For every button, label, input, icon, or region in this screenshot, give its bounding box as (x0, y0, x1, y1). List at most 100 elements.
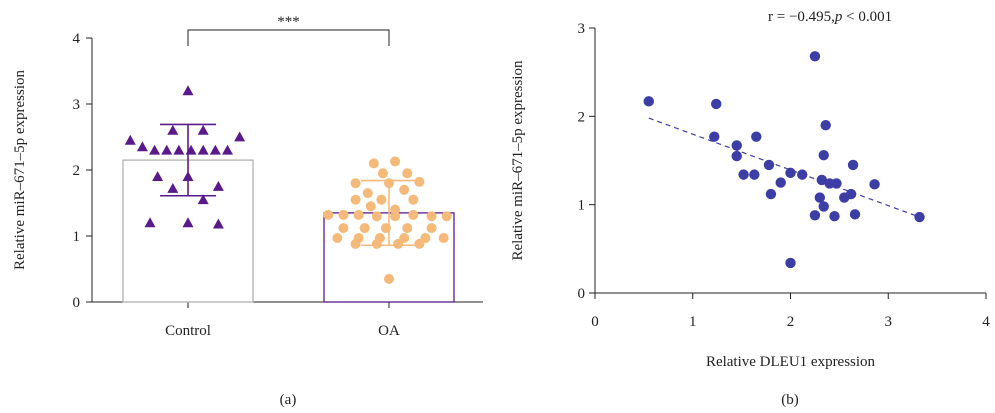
correlation-p-value: < 0.001 (842, 9, 892, 25)
data-point (643, 96, 654, 107)
y-tick-label: 4 (73, 31, 81, 47)
data-point (775, 177, 786, 188)
data-point (765, 188, 777, 200)
data-point (797, 169, 808, 180)
data-point (182, 85, 194, 96)
data-point (185, 144, 197, 155)
data-point (731, 150, 742, 162)
data-point (173, 144, 185, 155)
x-tick-label: 0 (591, 314, 599, 330)
panel-label-a: (a) (280, 392, 297, 408)
data-point (136, 141, 148, 152)
data-point (426, 211, 437, 222)
data-point (869, 179, 880, 190)
x-tick-label: Control (165, 323, 211, 339)
data-point (161, 144, 173, 155)
data-point (402, 168, 413, 179)
y-tick-label: 0 (578, 286, 586, 302)
y-tick-label: 0 (73, 295, 81, 311)
x-tick-label: 3 (885, 314, 893, 330)
data-point (332, 232, 343, 243)
data-point (338, 209, 349, 220)
panel-b-scatter-plot: 0 1 2 3 0 1 2 3 4 Relative DLEU1 expression Relati… (510, 9, 990, 408)
data-point (402, 223, 413, 234)
data-point (408, 209, 419, 220)
data-point (399, 184, 410, 195)
data-point (384, 178, 394, 189)
data-point (197, 124, 209, 135)
data-point (441, 211, 452, 222)
data-point (738, 169, 749, 180)
data-point (338, 223, 349, 234)
data-point (809, 210, 821, 221)
data-point (350, 194, 361, 205)
x-axis-label: Relative DLEU1 expression (706, 354, 876, 370)
data-point (831, 178, 842, 189)
data-point (371, 211, 382, 222)
data-point (182, 171, 194, 181)
data-point (377, 168, 388, 179)
data-point (384, 273, 394, 284)
significance-bracket (187, 29, 390, 46)
data-point (212, 218, 224, 229)
x-tick-label: 2 (787, 314, 795, 330)
data-point (353, 209, 364, 220)
data-point (365, 201, 376, 212)
data-point (829, 210, 840, 222)
data-point (124, 134, 136, 145)
y-tick-label: 1 (578, 198, 586, 214)
data-point (359, 223, 370, 234)
data-point (197, 144, 209, 155)
data-point (408, 194, 419, 205)
data-point (731, 140, 742, 151)
data-point (818, 150, 829, 161)
regression-line (648, 117, 920, 218)
data-point (393, 238, 404, 249)
data-point (234, 131, 246, 142)
y-tick-label: 3 (73, 97, 81, 113)
data-point (221, 144, 233, 155)
data-point (323, 209, 334, 220)
panel-a-bar-chart: 0 1 2 3 4 Control OA Relative miR–671–5p expres… (12, 14, 483, 408)
data-point (149, 144, 161, 155)
data-point (209, 144, 221, 155)
x-tick-label: 4 (982, 314, 990, 330)
y-tick-label: 2 (578, 109, 586, 125)
data-point (362, 188, 373, 199)
y-axis-label: Relative miR–671–5p expression (12, 70, 28, 270)
correlation-r: r = −0.495, (768, 9, 835, 25)
panel-label-b: (b) (781, 392, 799, 408)
data-point (212, 181, 224, 191)
data-point (763, 159, 775, 171)
data-point (144, 217, 156, 228)
y-tick-label: 3 (578, 21, 586, 37)
y-tick-label: 2 (73, 163, 81, 179)
data-point (751, 131, 762, 142)
y-tick-label: 1 (73, 229, 81, 245)
y-axis-label: Relative miR–671–5p expression (510, 60, 526, 260)
data-point (414, 176, 425, 187)
data-point (390, 211, 401, 222)
data-point (350, 238, 361, 249)
data-point (914, 211, 925, 223)
x-tick-label: 1 (689, 314, 697, 330)
data-point (711, 98, 722, 110)
correlation-annotation: r = −0.495,p < 0.001 (768, 9, 892, 25)
data-point (414, 238, 425, 249)
data-point (809, 51, 821, 62)
x-tick-label: OA (378, 323, 400, 339)
data-point (845, 188, 857, 200)
data-point (785, 167, 796, 179)
correlation-p-symbol: p (834, 9, 843, 25)
data-point (350, 178, 361, 189)
data-point (167, 182, 179, 193)
data-point (847, 159, 859, 171)
data-point (368, 158, 379, 169)
data-point (376, 194, 387, 205)
data-point (426, 223, 437, 234)
data-point (371, 238, 382, 249)
data-point (182, 217, 194, 228)
data-point (380, 223, 391, 234)
data-point (749, 169, 760, 180)
data-point (818, 201, 829, 212)
